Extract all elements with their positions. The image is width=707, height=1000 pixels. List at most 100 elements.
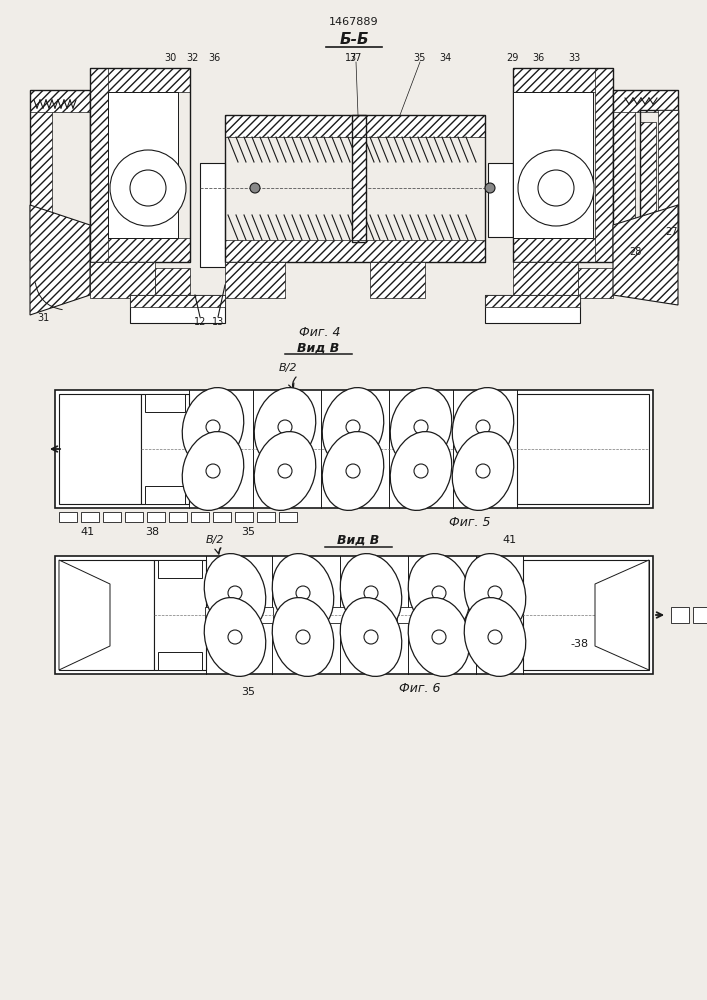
- Bar: [279, 512, 297, 522]
- Ellipse shape: [390, 432, 452, 510]
- Bar: [513, 92, 593, 238]
- Circle shape: [206, 420, 220, 434]
- Bar: [373, 607, 393, 623]
- Bar: [169, 512, 187, 522]
- Bar: [145, 486, 185, 504]
- Text: -38: -38: [571, 639, 589, 649]
- Text: 35: 35: [414, 53, 426, 63]
- Circle shape: [538, 170, 574, 206]
- Text: 1467889: 1467889: [329, 17, 379, 27]
- Bar: [325, 607, 345, 623]
- Ellipse shape: [452, 432, 514, 510]
- Bar: [30, 90, 90, 112]
- Polygon shape: [613, 205, 678, 305]
- Circle shape: [250, 183, 260, 193]
- Ellipse shape: [408, 554, 469, 632]
- Text: 13: 13: [212, 317, 224, 327]
- Bar: [488, 219, 513, 237]
- Circle shape: [364, 586, 378, 600]
- Bar: [513, 238, 613, 262]
- Bar: [55, 556, 653, 674]
- Circle shape: [296, 586, 310, 600]
- Bar: [277, 607, 297, 623]
- Polygon shape: [595, 560, 649, 670]
- Ellipse shape: [340, 598, 402, 676]
- Ellipse shape: [408, 598, 469, 676]
- Bar: [200, 249, 225, 267]
- Bar: [90, 262, 155, 298]
- Bar: [640, 122, 656, 254]
- Circle shape: [476, 420, 490, 434]
- Bar: [155, 268, 190, 298]
- Bar: [130, 295, 225, 323]
- Ellipse shape: [204, 554, 266, 632]
- Ellipse shape: [255, 432, 316, 510]
- Circle shape: [130, 170, 166, 206]
- Bar: [229, 607, 249, 623]
- Bar: [523, 560, 649, 670]
- Text: 36: 36: [532, 53, 544, 63]
- Text: 29: 29: [506, 53, 518, 63]
- Bar: [352, 115, 366, 242]
- Circle shape: [485, 183, 495, 193]
- Bar: [200, 163, 225, 267]
- Bar: [90, 238, 190, 262]
- Text: Фиг. 4: Фиг. 4: [299, 326, 341, 340]
- Text: 37: 37: [350, 53, 362, 63]
- Bar: [513, 262, 578, 298]
- Bar: [613, 90, 635, 260]
- Circle shape: [432, 630, 446, 644]
- Circle shape: [228, 586, 242, 600]
- Bar: [235, 512, 253, 522]
- Bar: [352, 137, 366, 240]
- Bar: [90, 68, 108, 262]
- Ellipse shape: [182, 432, 244, 510]
- Bar: [59, 394, 141, 504]
- Bar: [445, 607, 465, 623]
- Ellipse shape: [272, 598, 334, 676]
- Text: Вид В: Вид В: [297, 342, 339, 355]
- Bar: [397, 607, 417, 623]
- Text: 36: 36: [208, 53, 220, 63]
- Circle shape: [488, 586, 502, 600]
- Text: Вид В: Вид В: [337, 534, 379, 546]
- Bar: [658, 110, 678, 260]
- Bar: [200, 163, 225, 181]
- Text: Фиг. 6: Фиг. 6: [399, 682, 440, 694]
- Bar: [421, 607, 441, 623]
- Ellipse shape: [390, 388, 452, 466]
- Text: 30: 30: [164, 53, 176, 63]
- Bar: [253, 607, 273, 623]
- Text: В/2: В/2: [279, 363, 297, 373]
- Circle shape: [414, 420, 428, 434]
- Text: 32: 32: [187, 53, 199, 63]
- Text: 12: 12: [194, 317, 206, 327]
- Bar: [578, 268, 613, 298]
- Bar: [671, 607, 689, 623]
- Circle shape: [206, 464, 220, 478]
- Bar: [158, 560, 202, 578]
- Bar: [488, 163, 513, 237]
- Ellipse shape: [255, 388, 316, 466]
- Circle shape: [346, 464, 360, 478]
- Bar: [30, 238, 90, 260]
- Bar: [213, 512, 231, 522]
- Ellipse shape: [182, 388, 244, 466]
- Polygon shape: [30, 205, 90, 315]
- Ellipse shape: [464, 598, 526, 676]
- Bar: [301, 607, 321, 623]
- Bar: [613, 238, 678, 260]
- Bar: [90, 68, 190, 92]
- Bar: [693, 607, 707, 623]
- Text: 34: 34: [439, 53, 451, 63]
- Bar: [349, 607, 369, 623]
- Circle shape: [414, 464, 428, 478]
- Ellipse shape: [322, 432, 384, 510]
- Circle shape: [346, 420, 360, 434]
- Text: 28: 28: [629, 247, 641, 257]
- Circle shape: [476, 464, 490, 478]
- Bar: [513, 68, 613, 262]
- Bar: [130, 295, 225, 307]
- Bar: [225, 262, 285, 298]
- Text: 41: 41: [81, 527, 95, 537]
